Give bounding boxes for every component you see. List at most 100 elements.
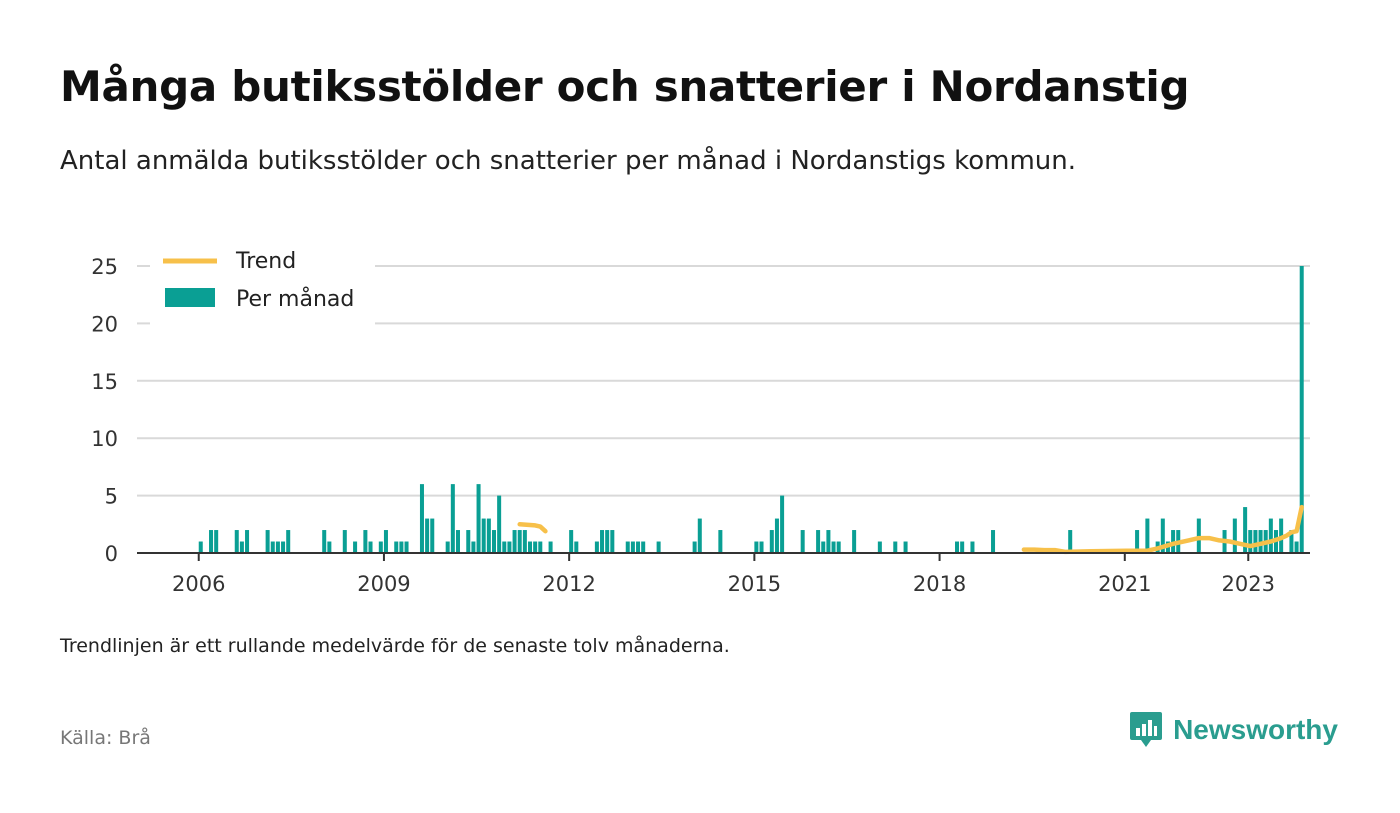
bar-series <box>198 266 1304 553</box>
bar <box>471 541 476 553</box>
bar <box>692 541 697 553</box>
bar <box>574 541 579 553</box>
bar <box>1232 518 1237 553</box>
bar <box>363 530 368 553</box>
bar <box>800 530 805 553</box>
trend-line <box>1021 504 1304 555</box>
bar <box>641 541 646 553</box>
bar <box>893 541 898 553</box>
bar <box>780 495 785 553</box>
bar <box>517 530 522 553</box>
bar <box>275 541 280 553</box>
bar <box>836 541 841 553</box>
bar <box>491 530 496 553</box>
bar <box>502 541 507 553</box>
bar <box>1160 518 1165 553</box>
bar <box>630 541 635 553</box>
bar <box>342 530 347 553</box>
bar <box>245 530 250 553</box>
bar <box>528 541 533 553</box>
bar <box>970 541 975 553</box>
source-label: Källa: Brå <box>60 727 151 749</box>
bar <box>718 530 723 553</box>
bar <box>754 541 759 553</box>
bar <box>1196 518 1201 553</box>
bar <box>1145 518 1150 553</box>
y-tick-label: 15 <box>91 370 118 394</box>
y-tick-label: 5 <box>105 485 118 509</box>
bar <box>497 495 502 553</box>
bar <box>209 530 214 553</box>
bar <box>955 541 960 553</box>
bar <box>610 530 615 553</box>
legend-bar-swatch <box>165 288 215 307</box>
bar <box>214 530 219 553</box>
bar <box>594 541 599 553</box>
bar <box>198 541 203 553</box>
bar <box>368 541 373 553</box>
y-tick-label: 25 <box>91 255 118 279</box>
legend-bar-label: Per månad <box>236 286 354 312</box>
bar <box>394 541 399 553</box>
bar <box>383 530 388 553</box>
trend-line <box>517 522 548 534</box>
bar <box>486 518 491 553</box>
y-tick-label: 10 <box>91 427 118 451</box>
bar <box>538 541 543 553</box>
bar <box>327 541 332 553</box>
bar <box>1268 518 1273 553</box>
bar <box>600 530 605 553</box>
trend-series <box>517 504 1304 555</box>
bar <box>991 530 996 553</box>
bar <box>522 530 527 553</box>
bar <box>419 484 424 553</box>
bar <box>455 530 460 553</box>
x-tick-label: 2015 <box>728 572 781 596</box>
bar <box>769 530 774 553</box>
brand-name: Newsworthy <box>1173 714 1338 745</box>
bar <box>1294 541 1299 553</box>
y-tick-label: 20 <box>91 312 118 336</box>
bar <box>1243 507 1248 553</box>
bar <box>826 530 831 553</box>
x-tick-label: 2018 <box>913 572 966 596</box>
bar <box>286 530 291 553</box>
chart-note: Trendlinjen är ett rullande medelvärde f… <box>60 635 730 657</box>
bar <box>697 518 702 553</box>
bar <box>533 541 538 553</box>
bar <box>605 530 610 553</box>
bar <box>270 541 275 553</box>
bar <box>239 541 244 553</box>
bar <box>1135 530 1140 553</box>
bar <box>430 518 435 553</box>
bar <box>569 530 574 553</box>
bar <box>816 530 821 553</box>
bar <box>903 541 908 553</box>
bar <box>450 484 455 553</box>
bar <box>425 518 430 553</box>
x-axis: 2006 2009 2012 2015 2018 2021 2023 <box>172 553 1275 596</box>
bar <box>1289 530 1294 553</box>
bar <box>234 530 239 553</box>
bar <box>831 541 836 553</box>
bar <box>466 530 471 553</box>
bar <box>507 541 512 553</box>
legend-trend-label: Trend <box>235 249 296 274</box>
x-tick-label: 2021 <box>1098 572 1151 596</box>
bar <box>378 541 383 553</box>
bar <box>625 541 630 553</box>
bar <box>322 530 327 553</box>
brand-logo[interactable]: Newsworthy <box>1129 711 1338 749</box>
chart-title: Många butiksstölder och snatterier i Nor… <box>60 62 1190 111</box>
newsworthy-logo-icon <box>1130 712 1163 747</box>
bar <box>759 541 764 553</box>
bar <box>481 518 486 553</box>
y-tick-label: 0 <box>105 542 118 566</box>
bar <box>353 541 358 553</box>
bar <box>821 541 826 553</box>
bar <box>548 541 553 553</box>
legend: Trend Per månad <box>150 238 375 330</box>
chart-subtitle: Antal anmälda butiksstölder och snatteri… <box>60 146 1077 176</box>
bar <box>512 530 517 553</box>
